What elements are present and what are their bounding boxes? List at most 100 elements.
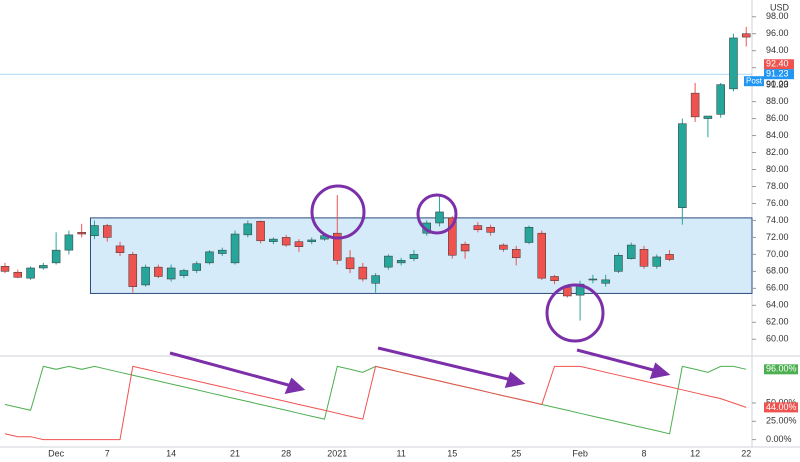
y-tick-label: 88.00 — [766, 96, 789, 106]
y-tick-label: 78.00 — [766, 181, 789, 191]
post-price-tag — [764, 69, 794, 80]
x-tick-label: 8 — [641, 448, 646, 458]
candle-body — [486, 226, 495, 233]
value-tag — [764, 402, 798, 413]
y-tick-label: 74.00 — [766, 215, 789, 225]
candle-body — [90, 225, 99, 236]
y-tick-label: 50.00% — [766, 397, 797, 407]
candle-body — [499, 244, 508, 250]
value-tag-label: 44.00% — [766, 402, 797, 412]
candle-body — [435, 211, 444, 224]
candle-body — [154, 266, 163, 277]
last-price-label: 92.40 — [766, 59, 789, 69]
candle-body — [703, 115, 713, 119]
candle-body — [307, 239, 316, 242]
y-tick-label: 96.00 — [766, 28, 789, 38]
y-tick-label: 64.00 — [766, 300, 789, 310]
candle-body — [0, 266, 10, 272]
candle-body — [179, 270, 189, 276]
post-price-label: 91.23 — [766, 69, 789, 79]
y-tick-label: 94.00 — [766, 45, 789, 55]
arrow-head — [284, 377, 306, 395]
candle-body — [524, 226, 534, 243]
post-price-label-2: 91.23 — [766, 80, 789, 90]
candle-body — [588, 278, 598, 281]
candle-body — [537, 232, 547, 279]
candle-body — [243, 223, 253, 236]
candle-body — [269, 238, 278, 242]
candle-body — [601, 279, 610, 284]
candle-body — [141, 266, 150, 286]
last-price-tag — [764, 59, 794, 70]
candle-body — [741, 33, 751, 38]
currency: USD — [770, 2, 790, 12]
candle-body — [192, 263, 201, 271]
x-tick-label: Feb — [572, 448, 588, 458]
candle-body — [511, 249, 521, 259]
candle-body — [166, 267, 176, 280]
value-tag-label: 96.00% — [766, 364, 797, 374]
candle-body — [460, 243, 470, 252]
y-tick-label: 0.00% — [766, 434, 792, 444]
y-tick-label: 66.00 — [766, 283, 789, 293]
candle-body — [230, 233, 240, 264]
x-tick-label: 11 — [397, 448, 406, 458]
candle-body — [371, 275, 380, 284]
candle-body — [13, 271, 23, 278]
x-tick-label: 12 — [690, 448, 700, 458]
arrow — [576, 348, 658, 373]
y-tick-label: 68.00 — [766, 266, 789, 276]
candle-body — [473, 225, 483, 231]
post-tag — [744, 76, 764, 87]
arrow-head — [504, 371, 526, 388]
y-tick-label: 62.00 — [766, 317, 789, 327]
candle-body — [333, 232, 342, 261]
y-tick-label: 82.00 — [766, 147, 789, 157]
x-tick-label: 28 — [281, 448, 291, 458]
y-tick-label: 84.00 — [766, 130, 789, 140]
candle-body — [639, 249, 649, 267]
candle-body — [652, 256, 662, 267]
y-tick-label: 90.00 — [766, 79, 789, 89]
x-tick-label: 2021 — [327, 448, 347, 458]
y-tick-label: 76.00 — [766, 198, 789, 208]
candle-body — [128, 254, 138, 287]
candle-body — [294, 241, 304, 248]
candle-body — [716, 84, 725, 115]
arrow — [377, 346, 513, 382]
x-tick-label: 21 — [230, 448, 240, 458]
candle-body — [358, 266, 368, 280]
y-tick-label: 86.00 — [766, 113, 789, 123]
x-tick-label: 15 — [447, 448, 457, 458]
y-tick-label: 70.00 — [766, 249, 789, 259]
candle-body — [26, 267, 35, 279]
arrow — [169, 351, 293, 388]
x-tick-label: Dec — [48, 448, 65, 458]
circle-annotation — [416, 193, 458, 235]
candle-body — [218, 249, 227, 254]
circle-annotation — [310, 184, 366, 240]
candle-body — [729, 37, 738, 90]
candle-body — [678, 123, 687, 208]
x-tick-label: 22 — [741, 448, 751, 458]
post-tag-label: Post — [746, 76, 763, 85]
annotations — [169, 184, 671, 395]
candle-body — [281, 237, 291, 246]
y-tick-label: 80.00 — [766, 164, 789, 174]
y-tick-label: 60.00 — [766, 334, 789, 344]
candle-body — [256, 221, 265, 242]
candle-body — [345, 257, 355, 270]
y-tick-label: 25.00% — [766, 416, 797, 426]
value-tag — [764, 364, 798, 375]
candle-body — [665, 254, 674, 260]
candle-body — [205, 251, 214, 264]
x-tick-label: 25 — [511, 448, 521, 458]
x-tick-label: 14 — [166, 448, 176, 458]
candle-body — [690, 92, 700, 118]
candle-body — [115, 245, 125, 253]
x-tick-label: 7 — [105, 448, 110, 458]
y-tick-label: 72.00 — [766, 232, 789, 242]
candle-body — [626, 244, 636, 259]
range-box — [89, 217, 753, 294]
